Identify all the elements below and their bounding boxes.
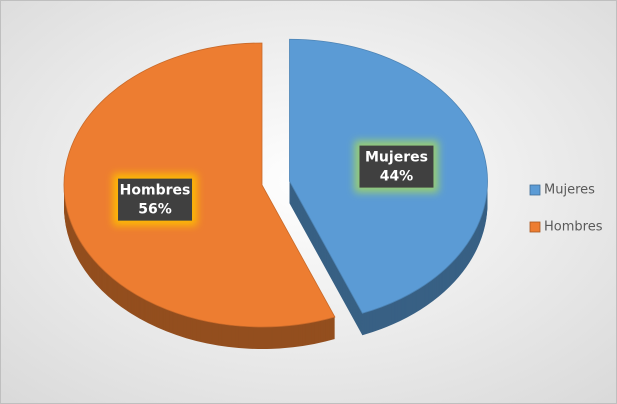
data-label-value: 56%: [138, 202, 172, 218]
data-label-value: 44%: [380, 169, 414, 185]
data-label-box: [359, 145, 434, 188]
legend-swatch: [529, 221, 541, 233]
data-label-category: Hombres: [120, 183, 191, 199]
legend-swatch: [529, 184, 541, 196]
legend-label: Hombres: [544, 220, 603, 235]
slice: [63, 42, 336, 328]
data-label-box: [118, 178, 193, 221]
data-label-category: Mujeres: [365, 150, 428, 166]
legend-label: Mujeres: [544, 183, 595, 198]
